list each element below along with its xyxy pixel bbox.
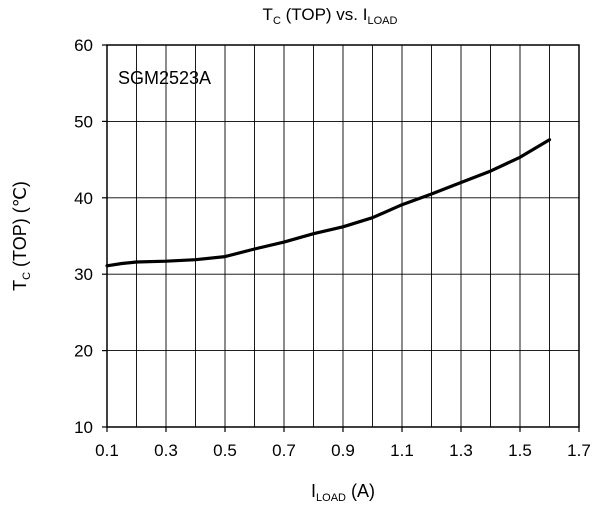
chart-title: TC (TOP) vs. ILOAD: [263, 5, 398, 27]
tick-labels: 0.1 0.3 0.5 0.7 0.9 1.1 1.3 1.5 1.7 10 20 30 40 50 60: [74, 36, 591, 460]
x-tick-label: 0.5: [213, 441, 237, 460]
y-tick-label: 60: [74, 36, 93, 55]
x-tick-label: 0.1: [95, 441, 119, 460]
x-tick-label: 1.5: [508, 441, 532, 460]
series-layer: [105, 138, 552, 268]
y-tick-label: 50: [74, 112, 93, 131]
grid-lines: [107, 45, 579, 427]
series-line: [105, 138, 552, 268]
x-tick-label: 1.3: [449, 441, 473, 460]
x-tick-label: 0.7: [272, 441, 296, 460]
y-tick-label: 20: [74, 342, 93, 361]
y-axis-label: TC (TOP) (℃): [10, 181, 33, 291]
x-tick-label: 1.7: [567, 441, 591, 460]
series-annotation: SGM2523A: [118, 68, 211, 88]
x-tick-label: 1.1: [390, 441, 414, 460]
y-tick-label: 30: [74, 265, 93, 284]
x-tick-label: 0.9: [331, 441, 355, 460]
x-axis-label: ILOAD (A): [311, 481, 375, 504]
axis-ticks: [102, 44, 580, 432]
y-tick-label: 10: [74, 418, 93, 437]
x-tick-label: 0.3: [154, 441, 178, 460]
y-tick-label: 40: [74, 189, 93, 208]
plot-frame: [106, 44, 580, 428]
